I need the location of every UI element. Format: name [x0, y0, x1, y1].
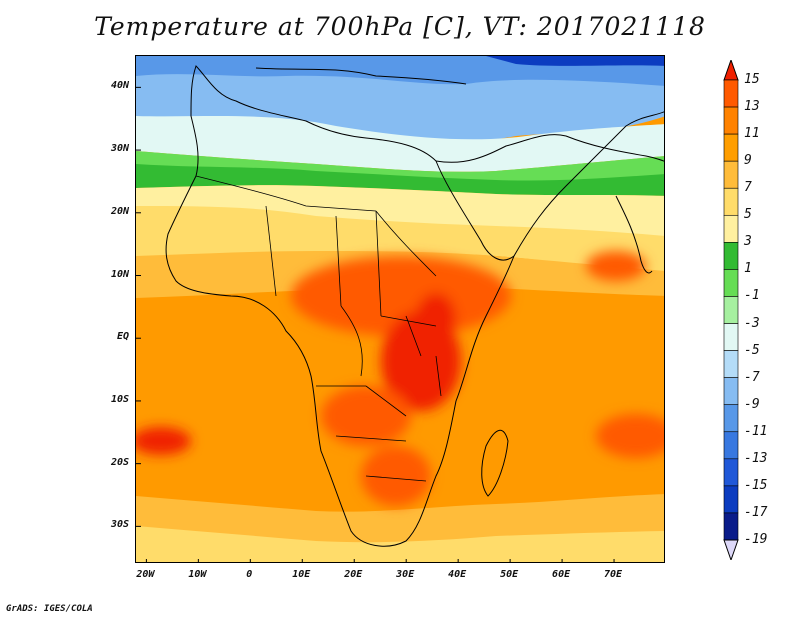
legend-swatch: [723, 323, 739, 351]
cool-band: [136, 116, 664, 172]
legend-label: 1: [744, 261, 752, 277]
lon-tick-label: 20E: [344, 569, 363, 580]
map-canvas: [136, 56, 664, 562]
legend-swatch: [723, 512, 739, 541]
grid-ticks: [136, 86, 615, 562]
legend-swatch: [723, 160, 739, 189]
legend-label: -15: [744, 477, 768, 493]
temperature-map: [135, 55, 665, 563]
legend-swatch: [723, 269, 739, 297]
legend-label: -3: [744, 315, 760, 331]
legend-swatch: [723, 106, 739, 135]
country-borders: [195, 175, 442, 482]
arabia-coastline: [513, 111, 664, 257]
legend-label: 7: [744, 180, 752, 196]
legend-arrow-bottom: [723, 539, 739, 560]
hot-patch-arabian-sea: [586, 251, 646, 281]
lat-tick-label: 20N: [110, 205, 129, 217]
legend-label: -5: [744, 342, 760, 358]
coastlines: [165, 65, 664, 547]
color-legend: 15 13 11 9 7 5 3 1 -1 -3 -5 -7 -9 -11 -13 -15 -17 -19: [718, 60, 800, 560]
legend-label: 9: [744, 153, 752, 169]
lat-tick-label: EQ: [116, 331, 129, 343]
hot-patch-atlantic: [136, 427, 191, 455]
lon-tick-label: 70E: [604, 569, 623, 580]
legend-label: 15: [744, 72, 760, 87]
lon-tick-label: 50E: [500, 569, 519, 580]
border-lines: [195, 175, 442, 482]
legend-swatch: [723, 431, 739, 460]
hot-patch-angola: [321, 386, 411, 446]
legend-swatch: [723, 458, 739, 487]
legend-swatch: [723, 377, 739, 406]
legend-label: 13: [744, 99, 760, 115]
legend-label: 11: [744, 126, 760, 142]
lon-tick-label: 10E: [292, 569, 311, 580]
lon-tick-label: 40E: [448, 569, 467, 580]
lon-tick-label: 30E: [396, 569, 415, 580]
mild-band-light: [136, 151, 664, 186]
legend-swatch: [723, 242, 739, 270]
mild-band: [136, 164, 664, 196]
lon-tick-label: 10W: [188, 569, 207, 580]
legend-label: 5: [744, 207, 752, 223]
credit-label: GrADS: IGES/COLA: [6, 604, 93, 614]
legend-swatch: [723, 485, 739, 514]
legend-bar: [723, 60, 739, 560]
lat-tick-label: 20S: [110, 456, 129, 468]
lon-tick-label: 20W: [136, 569, 155, 580]
hot-patch-ethiopia: [416, 293, 456, 343]
middle-east-coastline: [435, 134, 664, 163]
legend-label: -17: [744, 504, 768, 520]
lat-tick-label: 10S: [110, 393, 129, 405]
lat-tick-label: 30N: [110, 143, 129, 155]
africa-coastline: [165, 65, 516, 547]
legend-label: -19: [744, 532, 768, 547]
legend-label: 3: [744, 234, 752, 250]
chart-title: Temperature at 700hPa [C], VT: 201702111…: [94, 12, 706, 41]
legend-label: -7: [744, 369, 760, 385]
lat-tick-label: 30S: [110, 519, 129, 531]
legend-label: -13: [744, 450, 768, 466]
cold-core-north: [486, 56, 664, 66]
lat-tick-label: 40N: [110, 80, 129, 92]
hot-patches: [136, 251, 664, 506]
legend-swatch: [723, 350, 739, 378]
legend-swatch: [723, 187, 739, 216]
lon-tick-label: 60E: [552, 569, 571, 580]
legend-swatch: [723, 214, 739, 243]
hot-patch-indian-ocean: [596, 414, 664, 458]
legend-swatch: [723, 79, 739, 108]
legend-swatch: [723, 296, 739, 324]
legend-swatch: [723, 404, 739, 433]
legend-label: -9: [744, 396, 760, 412]
madagascar-coastline: [481, 429, 509, 497]
legend-label: -1: [744, 288, 760, 304]
lat-tick-label: 10N: [110, 268, 129, 280]
india-coastline: [615, 195, 653, 274]
legend-arrow-top: [723, 60, 739, 81]
legend-label: -11: [744, 423, 768, 439]
lon-tick-label: 0: [246, 569, 253, 580]
mediterranean-coastline: [255, 67, 467, 85]
hot-patch-kalahari: [361, 446, 431, 506]
legend-swatch: [723, 133, 739, 162]
hot-patch-central: [291, 256, 511, 336]
